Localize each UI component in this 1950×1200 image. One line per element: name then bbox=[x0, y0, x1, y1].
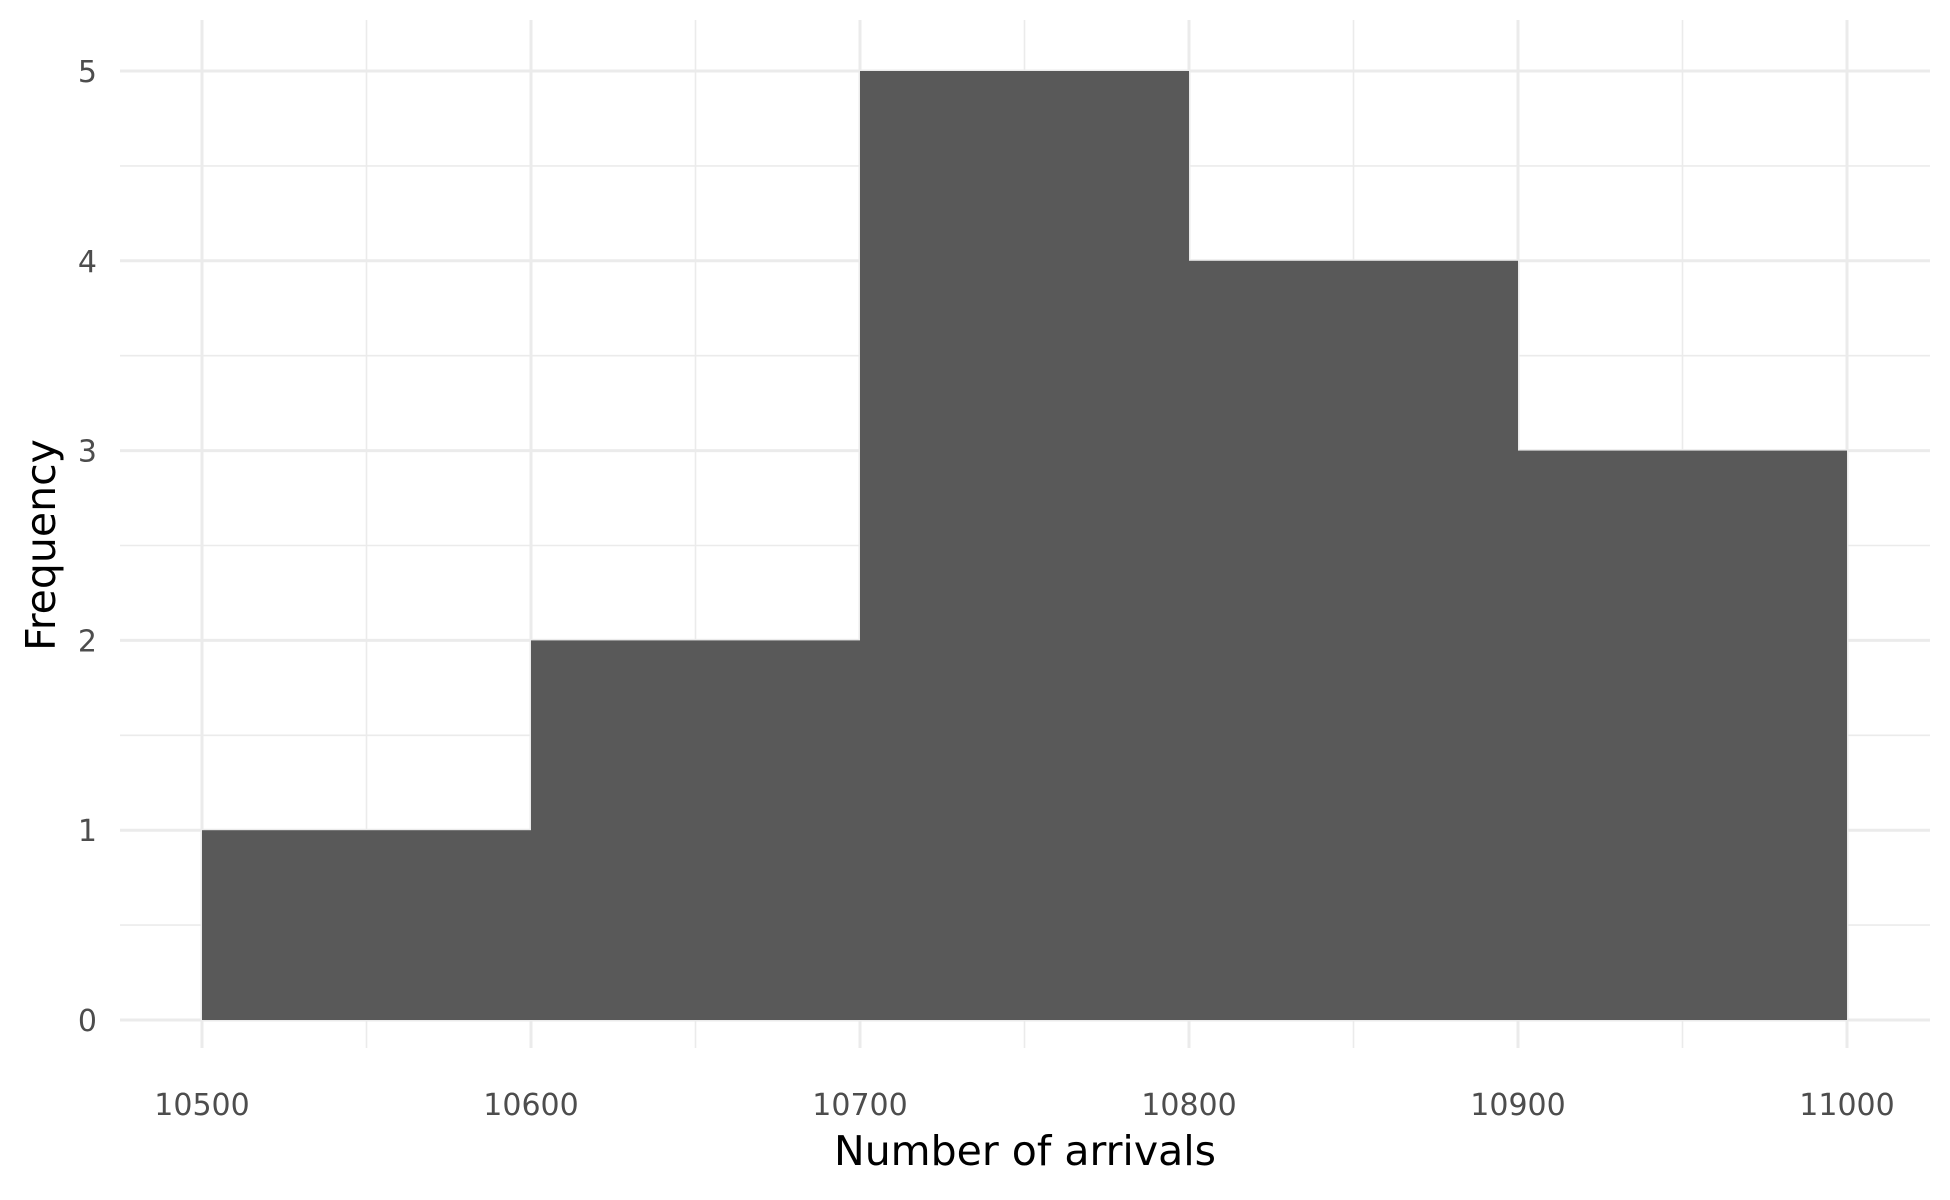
histogram-bar bbox=[1518, 450, 1847, 1021]
histogram-bar bbox=[531, 640, 860, 1020]
x-tick-label: 10600 bbox=[483, 1088, 578, 1123]
y-tick-label: 3 bbox=[78, 435, 97, 470]
x-tick-label: 10700 bbox=[812, 1088, 907, 1123]
y-axis-title: Frequency bbox=[17, 439, 65, 651]
histogram-bar bbox=[860, 71, 1189, 1020]
x-tick-label: 10500 bbox=[154, 1088, 249, 1123]
y-tick-label: 2 bbox=[78, 624, 97, 659]
x-tick-label: 11000 bbox=[1799, 1088, 1894, 1123]
x-axis-title: Number of arrivals bbox=[834, 1127, 1216, 1175]
x-tick-label: 10800 bbox=[1141, 1088, 1236, 1123]
y-tick-label: 4 bbox=[78, 245, 97, 280]
y-tick-label: 0 bbox=[78, 1004, 97, 1039]
x-axis-tick-labels: 10500 10600 10700 10800 10900 11000 bbox=[154, 1088, 1894, 1123]
histogram-bar bbox=[202, 830, 531, 1020]
bars bbox=[202, 71, 1847, 1021]
x-tick-label: 10900 bbox=[1470, 1088, 1565, 1123]
histogram-bar bbox=[1189, 260, 1518, 1020]
y-tick-label: 5 bbox=[78, 55, 97, 90]
y-tick-label: 1 bbox=[78, 814, 97, 849]
y-axis-tick-labels: 0 1 2 3 4 5 bbox=[78, 55, 97, 1039]
